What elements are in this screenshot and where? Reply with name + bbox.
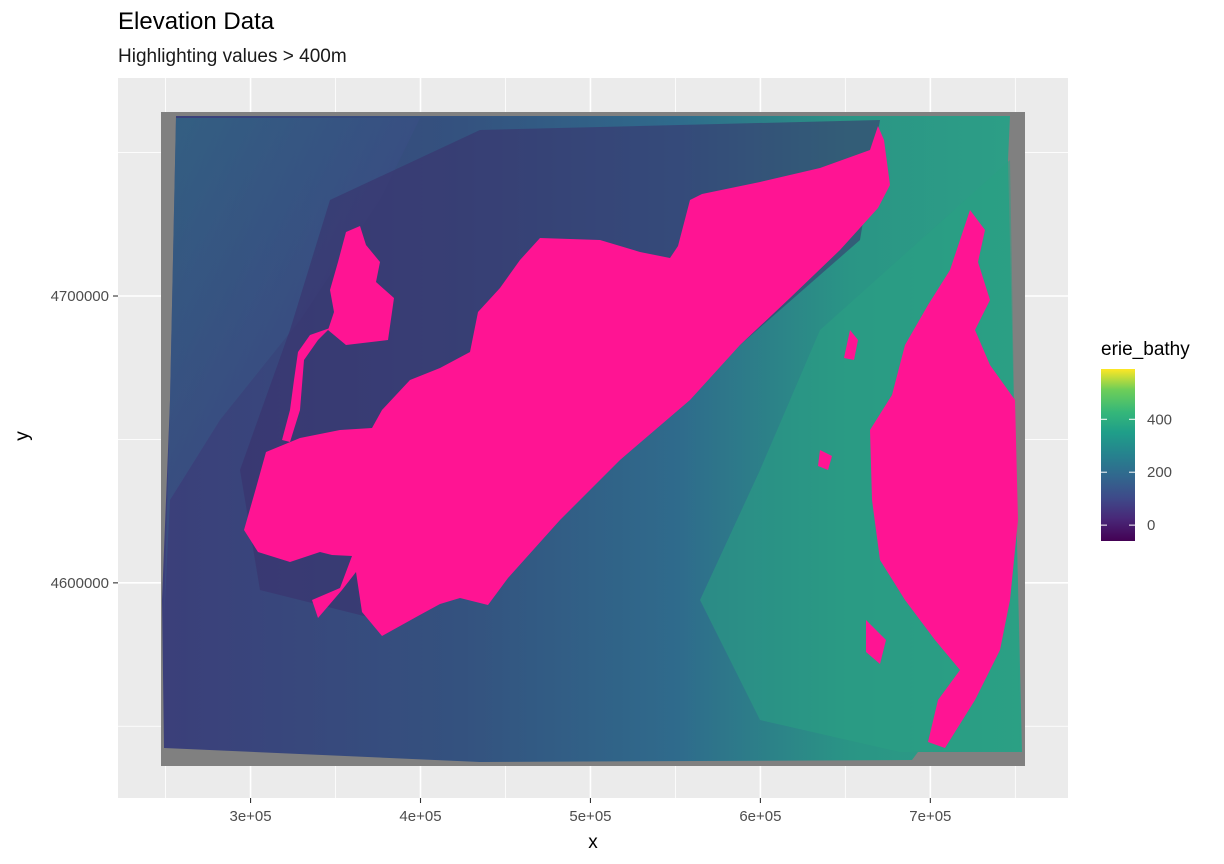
y-tick-label: 4700000 xyxy=(51,288,109,305)
legend-tick-label: 0 xyxy=(1147,517,1155,534)
y-tick-label: 4600000 xyxy=(51,575,109,592)
chart-subtitle: Highlighting values > 400m xyxy=(118,46,347,67)
x-axis: 3e+05 4e+05 5e+05 6e+05 7e+05 xyxy=(229,798,951,825)
x-tick-label: 5e+05 xyxy=(569,808,611,825)
highlight-east-upland-2 xyxy=(844,330,858,360)
x-axis-title: x xyxy=(588,832,598,853)
highlight-east-upland-4 xyxy=(818,450,832,470)
x-tick-label: 4e+05 xyxy=(399,808,441,825)
legend-tick-label: 400 xyxy=(1147,411,1172,428)
highlight-above-400m xyxy=(244,126,1018,748)
highlight-lake-st-clair xyxy=(328,226,394,345)
y-axis-title: y xyxy=(12,431,33,441)
x-tick-label: 6e+05 xyxy=(739,808,781,825)
chart-title: Elevation Data xyxy=(118,8,275,35)
x-tick-label: 3e+05 xyxy=(229,808,271,825)
highlight-lake-erie-main xyxy=(244,126,890,636)
legend-ticks: 0 200 400 xyxy=(1101,411,1172,534)
y-axis: 4600000 4700000 xyxy=(51,288,118,592)
west-highland xyxy=(164,118,420,620)
legend-title: erie_bathy xyxy=(1101,339,1190,360)
elevation-raster xyxy=(161,112,1025,766)
legend: erie_bathy 0 200 400 xyxy=(1101,339,1190,541)
legend-colorbar xyxy=(1101,369,1135,541)
highlight-east-upland-3 xyxy=(866,620,886,664)
highlight-east-upland-1 xyxy=(870,210,1018,748)
highlight-detroit-river xyxy=(282,328,330,442)
x-tick-label: 7e+05 xyxy=(909,808,951,825)
legend-tick-label: 200 xyxy=(1147,464,1172,481)
